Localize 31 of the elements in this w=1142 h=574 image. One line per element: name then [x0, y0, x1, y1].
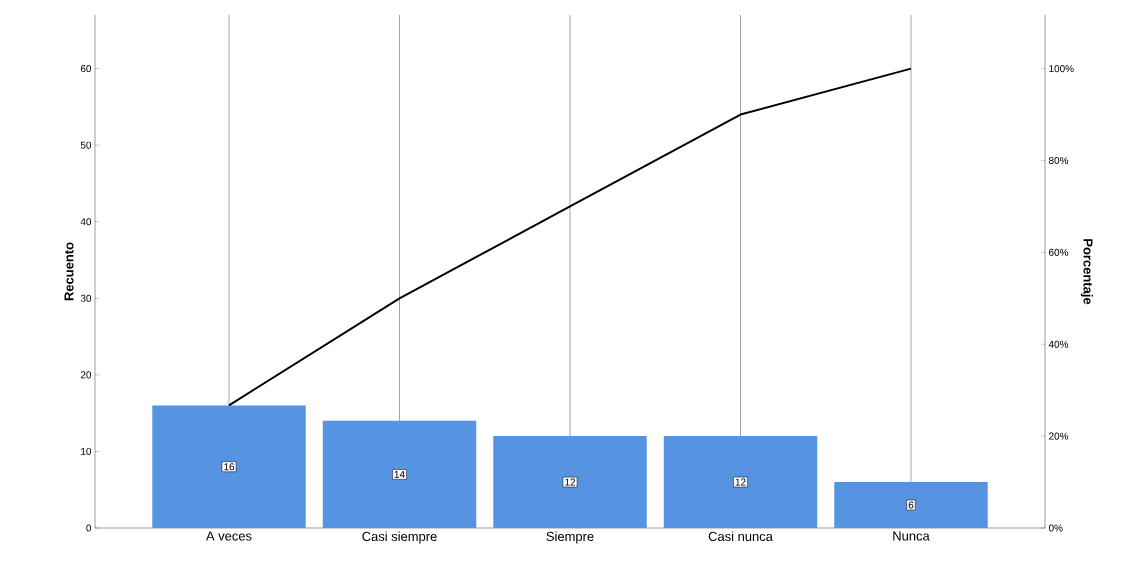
- y2-axis-title: Porcentaje: [1080, 239, 1093, 305]
- y2-tick-label: 40%: [1048, 340, 1069, 348]
- data-label: 6: [908, 501, 914, 509]
- x-tick-label: Casi nunca: [708, 531, 773, 542]
- y-tick-label: 10: [81, 447, 92, 455]
- data-label: 12: [735, 478, 746, 486]
- bar: [152, 405, 306, 528]
- y-tick-label: 30: [80, 294, 92, 302]
- data-label: 16: [224, 463, 235, 471]
- y2-tick-label: 0%: [1048, 524, 1063, 532]
- data-label: 14: [394, 470, 405, 478]
- data-label: 12: [565, 478, 576, 486]
- y2-tick-label: 60%: [1049, 248, 1069, 256]
- y-tick-label: 50: [80, 141, 92, 149]
- y2-tick-label: 20%: [1049, 432, 1069, 440]
- y-tick-label: 40: [80, 218, 92, 226]
- line-series: [228, 67, 912, 407]
- x-tick-label: Nunca: [893, 531, 930, 541]
- y-tick-label: 20: [80, 371, 92, 379]
- bar: [322, 420, 477, 528]
- y-tick-label: 60: [80, 65, 92, 73]
- x-tick-label: Casi siempre: [362, 531, 437, 544]
- bar: [663, 436, 818, 528]
- bar: [493, 436, 647, 528]
- y-tick-label: 0: [86, 524, 92, 532]
- bar: [834, 482, 988, 528]
- y-axis-title: Recuento: [64, 242, 74, 301]
- y2-tick-label: 100%: [1049, 65, 1074, 73]
- x-tick-label: Siempre: [546, 531, 594, 544]
- x-tick-label: A veces: [206, 531, 252, 541]
- y2-tick-label: 80%: [1048, 156, 1069, 165]
